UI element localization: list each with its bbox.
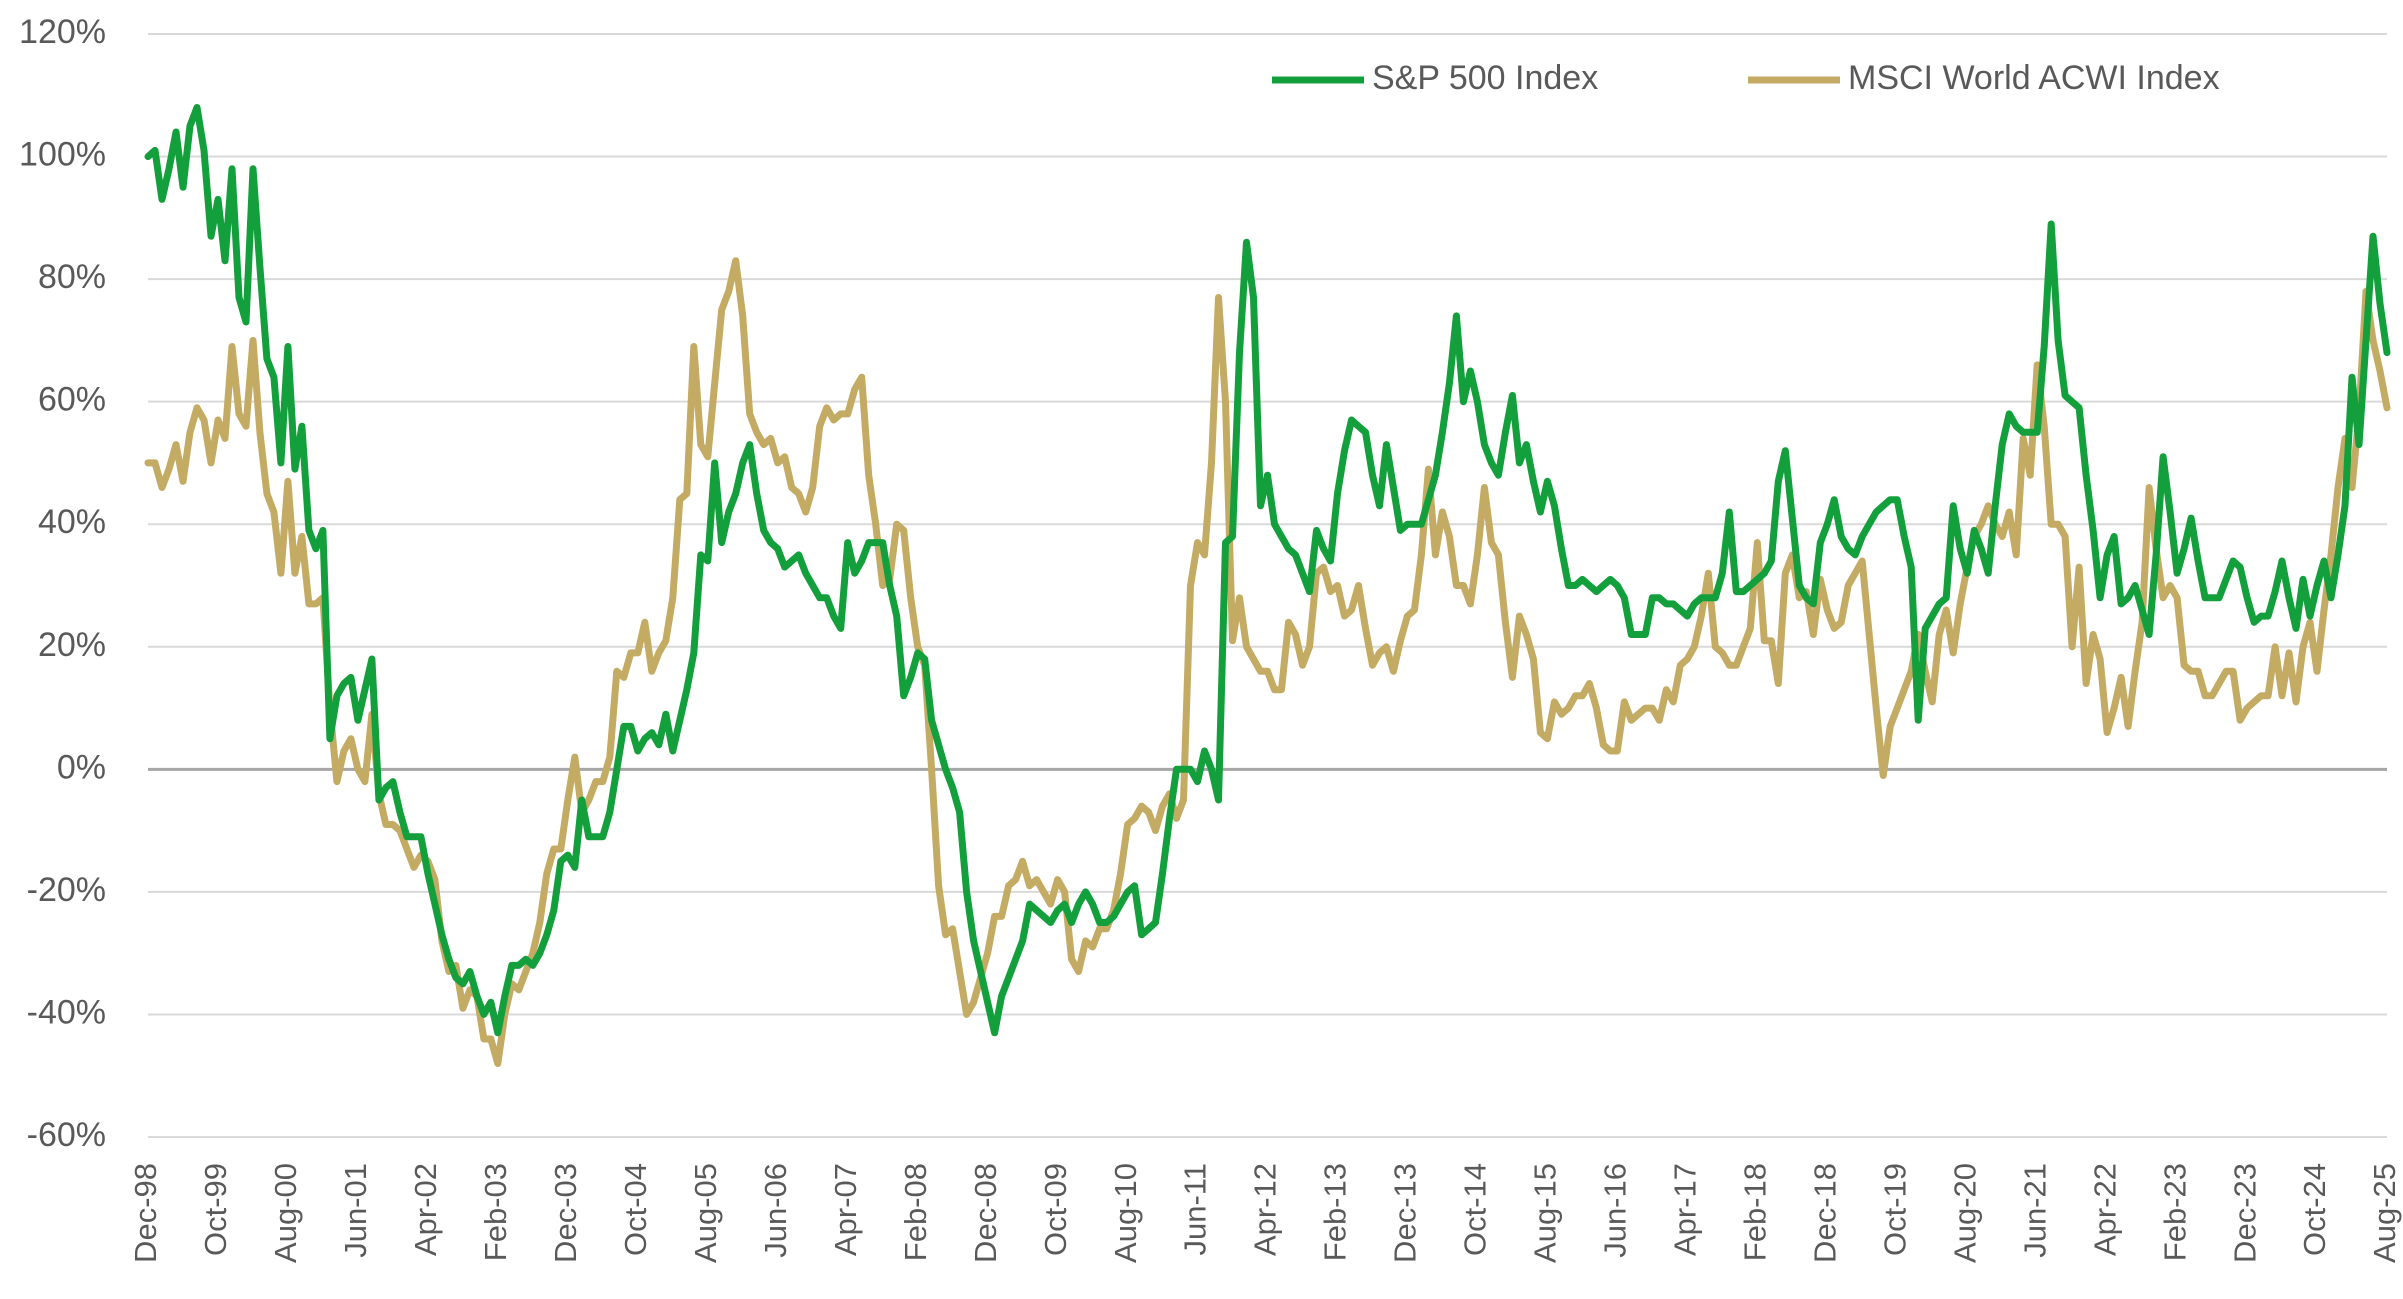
x-tick-label: Dec-03 — [548, 1163, 583, 1263]
x-tick-label: Jun-21 — [2017, 1163, 2052, 1258]
x-tick-label: Aug-20 — [1947, 1163, 1982, 1263]
legend: S&P 500 Index MSCI World ACWI Index — [1272, 59, 2220, 97]
x-tick-label: Dec-13 — [1388, 1163, 1423, 1263]
series-lines — [144, 104, 2391, 1067]
x-tick-label: Dec-23 — [2227, 1163, 2262, 1263]
x-tick-label: Dec-98 — [128, 1163, 163, 1263]
x-tick-label: Jun-01 — [338, 1163, 373, 1258]
y-tick-label: -60% — [27, 1116, 106, 1154]
y-axis-tick-labels: 120% 100% 80% 60% 40% 20% 0% -20% -40% -60% — [19, 13, 106, 1154]
x-tick-label: Apr-07 — [828, 1163, 863, 1256]
x-tick-label: Feb-13 — [1318, 1163, 1353, 1261]
y-tick-label: 60% — [38, 381, 106, 419]
x-tick-label: Jun-06 — [758, 1163, 793, 1258]
x-axis-tick-labels: Dec-98 Oct-99 Aug-00 Jun-01 Apr-02 Feb-03 Dec-… — [128, 1163, 2402, 1263]
x-tick-label: Dec-08 — [968, 1163, 1003, 1263]
legend-item: S&P 500 Index — [1272, 59, 1598, 97]
x-tick-label: Oct-24 — [2297, 1163, 2332, 1256]
x-tick-label: Oct-99 — [198, 1163, 233, 1256]
x-tick-label: Feb-18 — [1737, 1163, 1772, 1261]
x-tick-label: Apr-12 — [1248, 1163, 1283, 1256]
x-tick-label: Aug-10 — [1108, 1163, 1143, 1263]
y-tick-label: 0% — [57, 748, 106, 786]
x-tick-label: Jun-11 — [1178, 1163, 1213, 1256]
y-tick-label: 100% — [19, 136, 106, 174]
x-tick-label: Aug-25 — [2367, 1163, 2402, 1263]
x-tick-label: Apr-22 — [2087, 1163, 2122, 1256]
y-tick-label: 120% — [19, 13, 106, 51]
x-tick-label: Aug-05 — [688, 1163, 723, 1263]
x-tick-label: Jun-16 — [1598, 1163, 1633, 1258]
x-tick-label: Oct-09 — [1038, 1163, 1073, 1256]
x-tick-label: Aug-00 — [268, 1163, 303, 1263]
y-tick-label: -40% — [27, 993, 106, 1031]
y-tick-label: -20% — [27, 871, 106, 909]
x-tick-label: Apr-02 — [408, 1163, 443, 1256]
y-tick-label: 80% — [38, 258, 106, 296]
x-tick-label: Apr-17 — [1668, 1163, 1703, 1256]
y-tick-label: 20% — [38, 626, 106, 664]
legend-item: MSCI World ACWI Index — [1748, 59, 2220, 97]
x-tick-label: Feb-03 — [478, 1163, 513, 1261]
x-tick-label: Oct-14 — [1458, 1163, 1493, 1256]
series-line-msci-world-acwi-index — [144, 257, 2391, 1067]
x-tick-label: Feb-23 — [2157, 1163, 2192, 1261]
x-tick-label: Aug-15 — [1528, 1163, 1563, 1263]
y-tick-label: 40% — [38, 503, 106, 541]
legend-label: S&P 500 Index — [1372, 59, 1598, 97]
series-line-s-p-500-index — [144, 104, 2391, 1037]
legend-label: MSCI World ACWI Index — [1848, 59, 2220, 97]
x-tick-label: Oct-04 — [618, 1163, 653, 1256]
x-tick-label: Feb-08 — [898, 1163, 933, 1261]
x-tick-label: Dec-18 — [1807, 1163, 1842, 1263]
gridlines — [148, 33, 2387, 1138]
x-tick-label: Oct-19 — [1877, 1163, 1912, 1256]
